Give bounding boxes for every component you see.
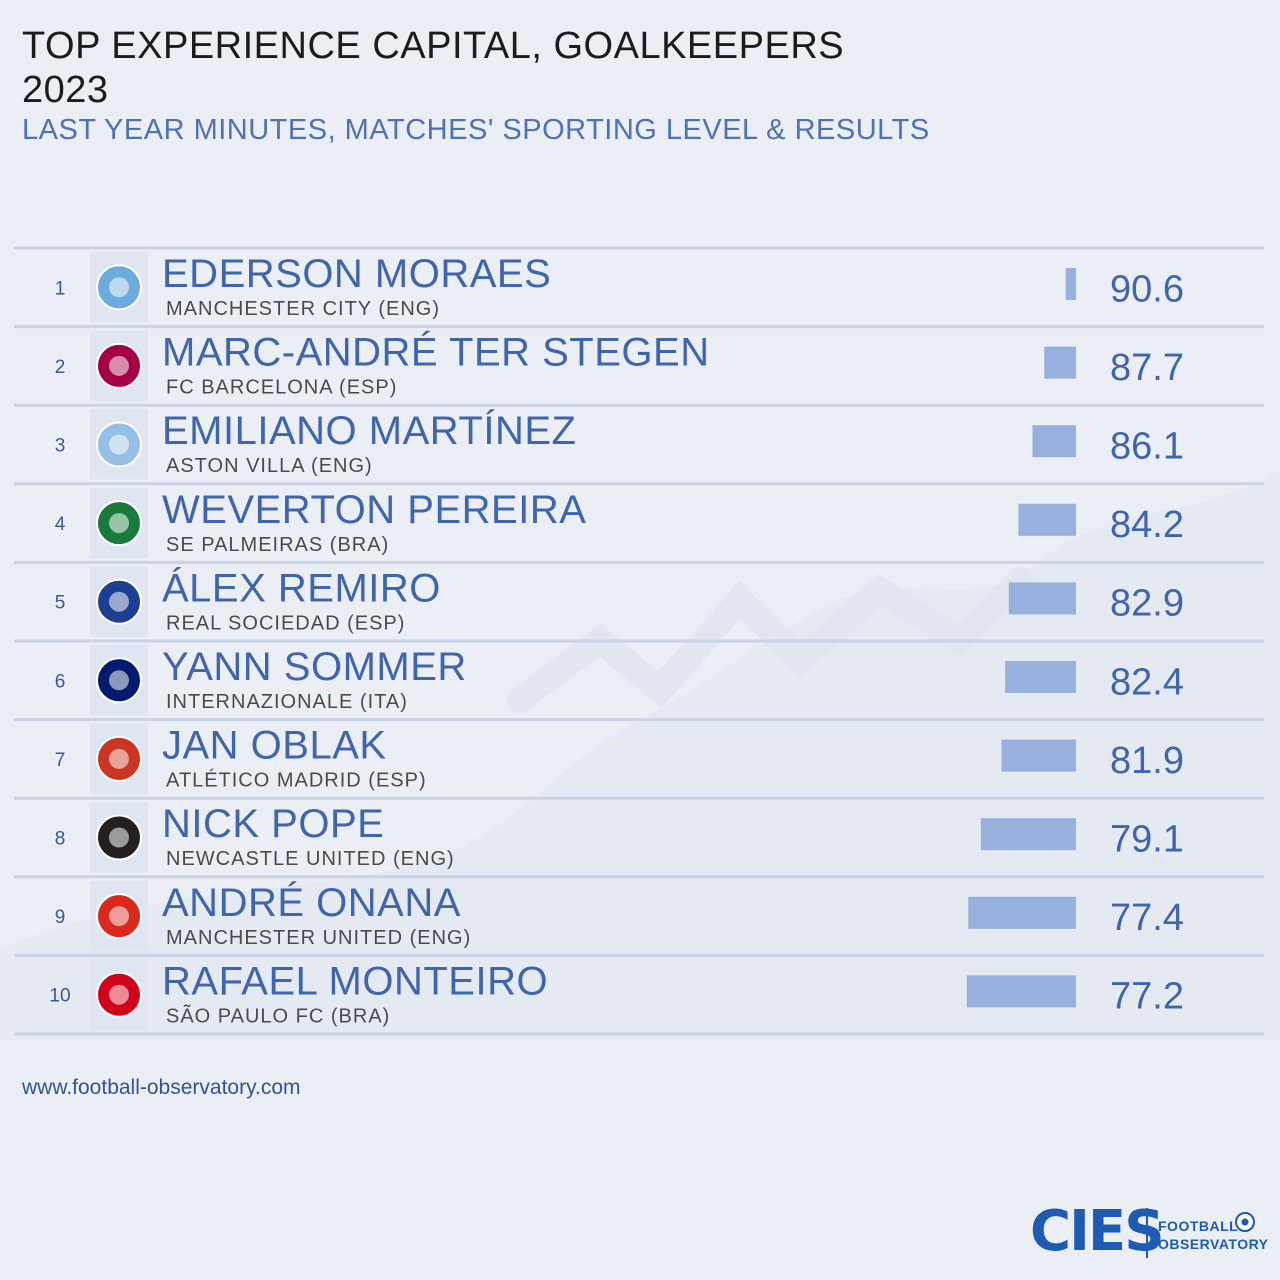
club-name: REAL SOCIEDAD (ESP) [166, 612, 405, 634]
football-icon [1235, 1212, 1255, 1232]
value-label: 81.9 [1110, 740, 1184, 782]
value-label: 84.2 [1110, 504, 1184, 546]
chart-title: TOP EXPERIENCE CAPITAL, GOALKEEPERS [22, 25, 845, 67]
value-bar [1018, 503, 1076, 536]
value-label: 79.1 [1110, 819, 1184, 861]
real-sociedad-crest-icon-inner [109, 591, 129, 612]
player-name: YANN SOMMER [162, 645, 467, 689]
value-label: 77.2 [1110, 976, 1184, 1018]
player-name: MARC-ANDRÉ TER STEGEN [162, 330, 710, 375]
club-name: NEWCASTLE UNITED (ENG) [166, 848, 455, 870]
value-bar [1044, 346, 1076, 379]
manchester-city-crest-icon-inner [109, 277, 129, 298]
club-name: SE PALMEIRAS (BRA) [166, 534, 389, 556]
inter-crest-icon-inner [109, 670, 129, 691]
player-name: RAFAEL MONTEIRO [162, 959, 548, 1003]
rank-label: 3 [55, 436, 66, 457]
value-bar [1001, 739, 1076, 772]
value-label: 87.7 [1110, 347, 1184, 389]
player-name: EMILIANO MARTÍNEZ [162, 408, 576, 453]
rank-label: 2 [55, 357, 66, 378]
chart-year: 2023 [22, 69, 109, 111]
barcelona-crest-icon-inner [109, 355, 129, 376]
club-name: FC BARCELONA (ESP) [166, 377, 397, 399]
club-name: SÃO PAULO FC (BRA) [166, 1003, 390, 1027]
sao-paulo-crest-icon-inner [109, 984, 129, 1005]
club-name: ATLÉTICO MADRID (ESP) [166, 769, 427, 792]
chart-subtitle: LAST YEAR MINUTES, MATCHES' SPORTING LEV… [22, 114, 930, 146]
player-name: ANDRÉ ONANA [162, 880, 461, 925]
logo-line-football: FOOTBALL [1158, 1218, 1239, 1234]
club-name: MANCHESTER UNITED (ENG) [166, 927, 471, 949]
cies-logo: CIES FOOTBALL OBSERVATORY [1030, 1196, 1270, 1266]
club-name: INTERNAZIONALE (ITA) [166, 691, 408, 713]
value-label: 82.9 [1110, 583, 1184, 625]
cies-logo-text: CIES [1030, 1199, 1165, 1264]
value-label: 82.4 [1110, 661, 1184, 703]
value-label: 77.4 [1110, 897, 1184, 939]
logo-line-observatory: OBSERVATORY [1158, 1236, 1269, 1252]
value-bar [1065, 268, 1076, 300]
player-name: WEVERTON PEREIRA [162, 488, 586, 532]
source-link[interactable]: www.football-observatory.com [22, 1076, 301, 1099]
aston-villa-crest-icon-inner [109, 434, 129, 455]
rank-label: 7 [55, 750, 66, 771]
club-name: ASTON VILLA (ENG) [166, 455, 373, 477]
club-name: MANCHESTER CITY (ENG) [166, 298, 440, 320]
player-name: ÁLEX REMIRO [162, 565, 441, 610]
value-bar [1032, 425, 1076, 458]
newcastle-crest-icon-inner [109, 827, 129, 848]
player-name: JAN OBLAK [162, 724, 387, 768]
player-name: EDERSON MORAES [162, 252, 551, 296]
rank-label: 10 [49, 986, 70, 1007]
atletico-madrid-crest-icon-inner [109, 748, 129, 769]
rank-label: 6 [55, 671, 66, 692]
player-name: NICK POPE [162, 802, 384, 846]
value-bar [980, 818, 1076, 851]
value-bar [1008, 582, 1076, 615]
value-label: 86.1 [1110, 426, 1184, 468]
value-label: 90.6 [1110, 268, 1184, 310]
rank-label: 8 [55, 829, 66, 850]
rank-label: 9 [55, 907, 66, 928]
rank-label: 1 [55, 278, 66, 299]
value-bar [968, 896, 1076, 929]
value-bar [966, 975, 1076, 1008]
rank-label: 4 [55, 514, 66, 535]
palmeiras-crest-icon-inner [109, 513, 129, 534]
logo-divider [1146, 1208, 1148, 1258]
value-bar [1005, 661, 1076, 693]
manchester-united-crest-icon-inner [109, 906, 129, 927]
rank-label: 5 [55, 593, 66, 614]
